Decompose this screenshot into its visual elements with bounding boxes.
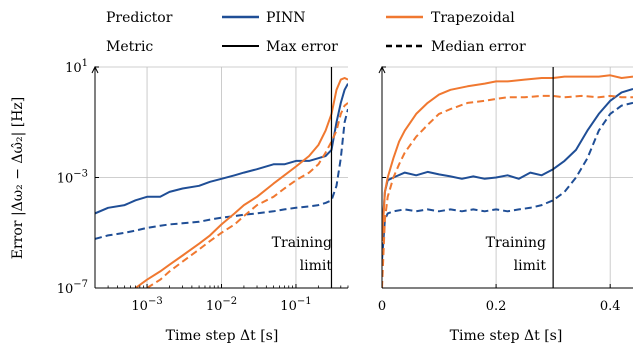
grid-right <box>381 66 633 289</box>
x-tick-label: 0 <box>378 299 386 314</box>
training-limit-label-right-line2: limit <box>514 258 547 274</box>
panel-right: 0 0.2 0.4 Training limit Time step Δt [s] <box>378 65 633 344</box>
series-right <box>382 74 633 288</box>
training-limit-label-left-line2: limit <box>300 258 333 274</box>
series-trapezoidal-median <box>146 102 348 288</box>
x-axis-label-left: Time step Δt [s] <box>166 328 279 344</box>
series-pinn-max <box>382 88 633 233</box>
legend-max-label: Max error <box>266 39 338 55</box>
x-tick-label: 10−3 <box>131 296 162 314</box>
legend-pinn-label: PINN <box>266 10 305 26</box>
x-tick-label: 10−1 <box>280 296 311 314</box>
panel-left: 10−3 10−2 10−1 10−7 10−3 101 Training limit T… <box>57 58 349 344</box>
y-tick-label: 101 <box>65 58 88 76</box>
legend-trapezoidal-label: Trapezoidal <box>431 10 515 26</box>
x-axis-label-right: Time step Δt [s] <box>450 328 563 344</box>
axes-left: 10−3 10−2 10−1 10−7 10−3 101 <box>57 58 349 314</box>
training-limit-label-left-line1: Training <box>272 235 332 251</box>
axes-right: 0 0.2 0.4 <box>378 65 633 314</box>
y-tick-label: 10−7 <box>57 279 88 297</box>
legend-metric-title: Metric <box>106 39 153 55</box>
series-trapezoidal-max <box>134 77 348 288</box>
y-axis-label: Error |Δω₂ − Δω̂₂| [Hz] <box>10 97 26 259</box>
x-tick-label: 0.4 <box>600 299 621 314</box>
y-tick-label: 10−3 <box>57 169 88 187</box>
x-tick-label: 0.2 <box>486 299 507 314</box>
series-trapezoidal-max <box>382 74 633 242</box>
grid-left <box>95 66 348 289</box>
x-tick-label: 10−2 <box>206 296 237 314</box>
training-limit-label-right-line1: Training <box>486 235 546 251</box>
legend: Predictor Metric PINN Trapezoidal Max er… <box>106 10 526 55</box>
legend-predictor-title: Predictor <box>106 10 173 26</box>
series-trapezoidal-median <box>382 94 633 288</box>
series-pinn-median <box>382 101 633 261</box>
legend-median-label: Median error <box>431 39 526 55</box>
